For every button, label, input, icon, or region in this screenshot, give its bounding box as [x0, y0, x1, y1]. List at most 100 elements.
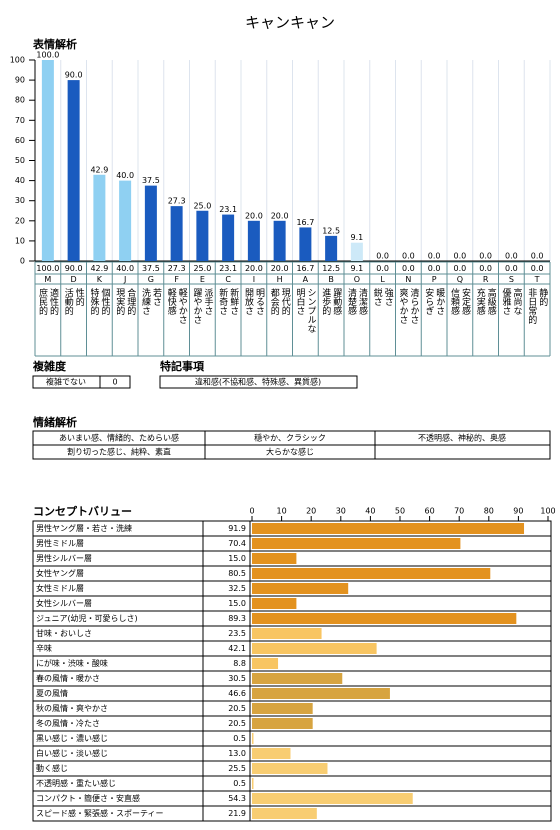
value-label: 90.0: [65, 71, 83, 80]
category-label: N: [405, 275, 411, 284]
row-value: 15.0: [228, 554, 246, 563]
bar: [350, 242, 363, 261]
description: 活動的: [63, 287, 74, 316]
category-label: S: [509, 275, 514, 284]
category-label: R: [483, 275, 489, 284]
value-label: 0.0: [505, 252, 518, 261]
x-tick-label: 10: [277, 507, 287, 516]
row-label: 秋の風情・爽やかさ: [36, 703, 108, 713]
section-title: 情緒解析: [33, 415, 77, 429]
value-label: 40.0: [116, 171, 134, 180]
row-label: ジュニア(幼児・可愛らしさ): [36, 613, 138, 623]
description: 明白さ: [295, 288, 306, 315]
bar: [252, 538, 461, 549]
category-label: I: [253, 275, 255, 284]
y-tick-label: 80: [15, 96, 25, 105]
table-value: 0.0: [428, 264, 441, 273]
row-label: 夏の風情: [36, 688, 68, 698]
row-value: 15.0: [228, 599, 246, 608]
row-value: 80.5: [228, 569, 246, 578]
bar: [119, 180, 132, 261]
category-label: L: [380, 275, 385, 284]
row-label: 男性ミドル層: [36, 538, 84, 548]
value-label: 27.3: [168, 197, 186, 206]
description: 適性的: [48, 287, 59, 316]
description: 非日常的: [526, 287, 537, 325]
value-label: 42.9: [90, 165, 108, 174]
table-value: 16.7: [296, 264, 314, 273]
x-tick-label: 50: [395, 507, 405, 516]
page-title: キャンキャン: [245, 14, 335, 32]
row-value: 91.9: [228, 524, 246, 533]
row-label: 男性ヤング層・若さ・洗練: [36, 523, 132, 533]
bar: [252, 583, 349, 594]
row-label: 黒い感じ・濃い感じ: [36, 733, 108, 743]
bar: [252, 553, 297, 564]
category-label: T: [534, 275, 540, 284]
bar: [252, 598, 297, 609]
bar: [252, 763, 328, 774]
bar: [252, 778, 254, 789]
x-tick-label: 80: [484, 507, 494, 516]
table-value: 20.0: [245, 264, 263, 273]
row-label: 甘味・おいしさ: [36, 628, 92, 638]
table-value: 20.0: [271, 264, 289, 273]
row-label: コンパクト・簡便さ・安直感: [36, 793, 140, 803]
row-label: 白い感じ・淡い感じ: [36, 748, 108, 758]
bar: [170, 206, 183, 261]
description: 性的: [74, 287, 85, 307]
value-label: 0.0: [376, 252, 389, 261]
x-tick-label: 30: [336, 507, 346, 516]
row-value: 32.5: [228, 584, 246, 593]
description: 特殊的: [89, 287, 100, 316]
row-value: 42.1: [228, 644, 246, 653]
description: 清潔感: [357, 287, 368, 315]
description: 清楚感: [346, 287, 357, 315]
bar: [67, 80, 80, 261]
row-value: 8.8: [233, 659, 246, 668]
table-value: 25.0: [193, 264, 211, 273]
category-label: C: [225, 275, 231, 284]
value-label: 0.0: [454, 252, 467, 261]
category-label: A: [303, 275, 309, 284]
row-label: スピード感・緊張感・スポーティー: [36, 808, 164, 818]
y-tick-label: 20: [15, 216, 25, 225]
row-label: 女性ヤング層: [36, 568, 84, 578]
table-value: 40.0: [116, 264, 134, 273]
table-value: 0.0: [531, 264, 544, 273]
bar: [144, 185, 157, 261]
description: 信頼感: [449, 287, 460, 315]
table-value: 100.0: [36, 264, 59, 273]
x-tick-label: 20: [306, 507, 316, 516]
row-value: 21.9: [228, 809, 246, 818]
description: 明るさ: [254, 288, 265, 315]
description: 安らぎ: [423, 287, 434, 315]
description: 清らかさ: [409, 287, 420, 324]
bar: [299, 227, 312, 261]
category-label: Q: [457, 275, 463, 284]
bar: [252, 793, 413, 804]
description: 強さ: [383, 287, 394, 306]
x-tick-label: 40: [365, 507, 375, 516]
table-value: 0.0: [479, 264, 492, 273]
value-label: 37.5: [142, 176, 160, 185]
description: 庶民的: [37, 287, 48, 316]
description: 開放さ: [243, 288, 254, 315]
description: 軽快感: [166, 288, 177, 315]
y-tick-label: 40: [15, 176, 25, 185]
section-title: 複雑度: [32, 359, 67, 373]
bar: [252, 568, 491, 579]
bar: [252, 643, 377, 654]
row-label: 女性ミドル層: [36, 583, 84, 593]
y-tick-label: 100: [10, 56, 25, 65]
cell: あいまい感、情緒的、ためらい感: [59, 433, 179, 443]
bar: [252, 733, 254, 744]
row-value: 70.4: [228, 539, 246, 548]
category-label: M: [44, 275, 51, 284]
y-tick-label: 90: [15, 76, 25, 85]
table-value: 0.0: [505, 264, 518, 273]
value-label: 23.1: [219, 205, 237, 214]
description: 高級感: [486, 287, 497, 315]
description: 合理的: [125, 287, 136, 316]
